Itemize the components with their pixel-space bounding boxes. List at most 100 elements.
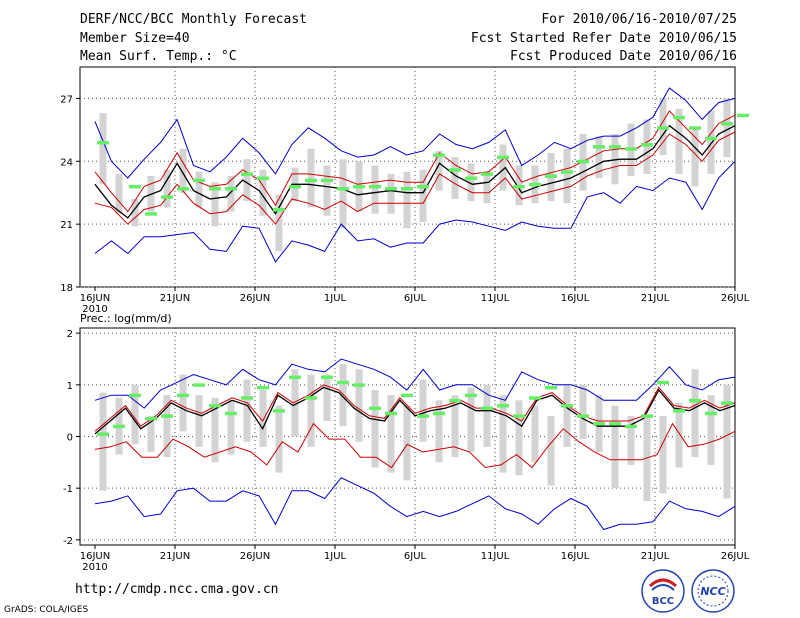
spread-box <box>163 395 171 458</box>
spread-box <box>435 400 443 463</box>
spread-box <box>323 165 331 216</box>
series-line-lower <box>94 131 736 225</box>
spread-box <box>691 127 699 187</box>
x-tick-label: 6JUL <box>404 293 427 304</box>
obs-marker <box>529 182 541 187</box>
panel-ylabel: Prec.: log(mm/d) <box>80 312 172 325</box>
spread-box <box>275 405 283 473</box>
spread-box <box>467 163 475 202</box>
obs-marker <box>625 147 637 151</box>
obs-marker <box>465 393 477 398</box>
spread-box <box>291 369 299 437</box>
obs-marker <box>273 409 285 413</box>
spread-box <box>435 150 443 191</box>
obs-marker <box>209 187 221 191</box>
spread-box <box>131 199 139 227</box>
spread-box <box>579 384 587 440</box>
series-line-mean <box>94 386 736 435</box>
x-tick-label: 11JUL <box>481 551 510 562</box>
obs-marker <box>449 398 461 403</box>
obs-marker <box>721 401 733 405</box>
spread-box <box>259 169 267 216</box>
obs-marker <box>305 178 317 183</box>
spread-box <box>387 395 395 473</box>
obs-marker <box>433 411 445 416</box>
obs-marker <box>641 414 653 418</box>
grads-credit: GrADS: COLA/IGES <box>4 605 89 615</box>
obs-marker <box>177 393 189 398</box>
variable-label: Mean Surf. Temp.: °C <box>80 49 237 64</box>
obs-marker <box>433 153 445 157</box>
obs-marker <box>193 383 205 387</box>
bcc-logo-icon: BCC <box>641 569 685 613</box>
x-tick-label: 21JUL <box>641 293 670 304</box>
spread-box <box>691 369 699 458</box>
year-label: 2010 <box>82 304 107 315</box>
series-line-max <box>94 87 736 179</box>
precipitation-panel: -2 -1 0 1 2 16JUN 21JUN 26JUN 1JUL 6JUL 11JUL 16JUL… <box>63 312 750 573</box>
obs-marker <box>177 187 189 191</box>
obs-marker <box>497 155 509 160</box>
spread-box <box>179 374 187 432</box>
obs-marker <box>225 411 237 416</box>
y-tick-label: 0 <box>67 433 73 444</box>
obs-marker <box>721 122 733 126</box>
obs-marker <box>353 184 365 189</box>
obs-marker <box>257 176 269 181</box>
obs-marker <box>705 411 717 416</box>
spread-box <box>339 364 347 427</box>
temperature-panel: 18 21 24 27 16JUN 21JUN 26JUN 1JUL 6JUL 11JUL 16JU… <box>60 66 750 315</box>
spread-box <box>547 415 555 486</box>
obs-marker <box>641 143 653 147</box>
spread-box <box>515 400 523 476</box>
forecast-period: For 2010/06/16-2010/07/25 <box>541 12 737 27</box>
spread-box <box>483 171 491 204</box>
y-tick-label: 24 <box>60 157 73 168</box>
spread-box <box>163 169 171 208</box>
spread-box <box>403 405 411 481</box>
spread-box <box>211 182 219 227</box>
x-tick-label: 16JUL <box>561 551 590 562</box>
spread-box <box>707 111 715 174</box>
spread-box <box>675 108 683 174</box>
spread-box <box>675 402 683 468</box>
obs-marker <box>545 385 557 390</box>
spread-box <box>195 171 203 208</box>
spread-box <box>611 134 619 185</box>
spread-box <box>499 395 507 473</box>
x-tick-label: 26JUN <box>240 551 270 562</box>
obs-marker <box>193 178 205 183</box>
spread-box <box>371 165 379 214</box>
spread-box <box>563 148 571 204</box>
obs-marker <box>689 126 701 130</box>
obs-marker <box>145 416 157 421</box>
obs-marker <box>561 170 573 174</box>
obs-marker <box>129 393 141 398</box>
source-url[interactable]: http://cmdp.ncc.cma.gov.cn <box>75 582 279 597</box>
obs-marker <box>609 422 621 426</box>
x-tick-label: 21JUL <box>641 551 670 562</box>
obs-marker <box>545 174 557 178</box>
obs-marker <box>129 184 141 189</box>
obs-marker <box>113 424 125 429</box>
spread-box <box>227 400 235 455</box>
spread-box <box>131 384 139 445</box>
y-tick-label: 27 <box>60 94 73 105</box>
spread-box <box>659 415 667 494</box>
obs-marker <box>577 414 589 418</box>
obs-marker <box>705 136 717 141</box>
spread-box <box>227 175 235 212</box>
obs-marker <box>321 178 333 183</box>
chart-title: DERF/NCC/BCC Monthly Forecast <box>80 12 307 27</box>
obs-marker <box>241 172 253 176</box>
spread-box <box>531 405 539 463</box>
obs-marker <box>513 184 525 189</box>
spread-box <box>707 395 715 465</box>
series-line-min <box>94 477 736 531</box>
x-tick-label: 21JUN <box>160 551 190 562</box>
obs-marker <box>97 432 109 436</box>
series-line-mean <box>94 124 736 219</box>
x-tick-label: 16JUN <box>80 551 110 562</box>
x-tick-label: 1JUL <box>324 293 347 304</box>
fcst-produced-date: Fcst Produced Date 2010/06/16 <box>510 49 737 64</box>
